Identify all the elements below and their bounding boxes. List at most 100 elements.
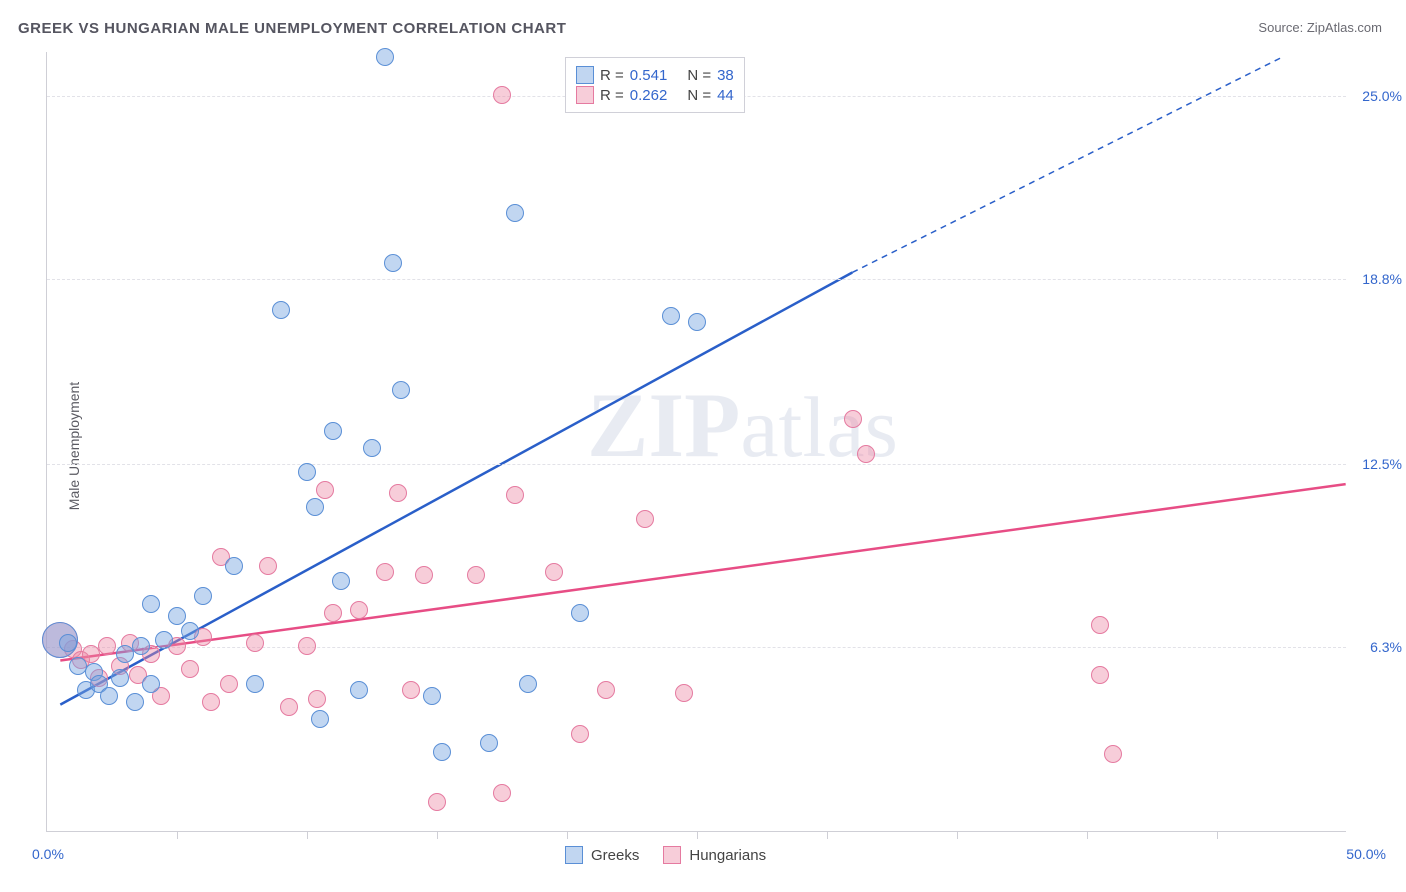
legend-item: Greeks	[565, 846, 639, 864]
scatter-plot-area: ZIPatlas 6.3%12.5%18.8%25.0%	[46, 52, 1346, 832]
hungarian-point	[181, 660, 199, 678]
legend-swatch	[576, 66, 594, 84]
hungarian-point	[280, 698, 298, 716]
r-label: R =	[600, 87, 624, 104]
greek-point	[181, 622, 199, 640]
series-legend: Greeks Hungarians	[565, 846, 766, 864]
regression-lines-layer	[47, 52, 1346, 831]
hungarian-point	[675, 684, 693, 702]
greek-point	[392, 381, 410, 399]
x-tick	[567, 831, 568, 839]
greek-point	[155, 631, 173, 649]
greek-point	[225, 557, 243, 575]
hungarian-point	[246, 634, 264, 652]
greek-point	[194, 587, 212, 605]
x-tick	[697, 831, 698, 839]
greek-point	[519, 675, 537, 693]
x-axis-max-label: 50.0%	[1346, 846, 1386, 862]
hungarian-point	[415, 566, 433, 584]
hungarian-point	[857, 445, 875, 463]
greek-point	[571, 604, 589, 622]
hungarian-point	[259, 557, 277, 575]
gridline	[47, 464, 1346, 465]
greek-point	[142, 675, 160, 693]
n-value: 38	[717, 67, 734, 84]
hungarian-point	[350, 601, 368, 619]
hungarian-point	[308, 690, 326, 708]
regression-line	[852, 58, 1280, 273]
y-tick-label: 6.3%	[1370, 639, 1402, 655]
hungarian-point	[506, 486, 524, 504]
x-tick	[1087, 831, 1088, 839]
hungarian-point	[467, 566, 485, 584]
greek-point	[126, 693, 144, 711]
n-label: N =	[687, 67, 711, 84]
n-label: N =	[687, 87, 711, 104]
series-name: Greeks	[591, 847, 639, 864]
greek-point	[168, 607, 186, 625]
hungarian-point	[202, 693, 220, 711]
greek-point	[423, 687, 441, 705]
legend-swatch	[565, 846, 583, 864]
greek-point	[298, 463, 316, 481]
gridline	[47, 279, 1346, 280]
hungarian-point	[571, 725, 589, 743]
hungarian-point	[1091, 666, 1109, 684]
legend-row: R = 0.262 N = 44	[576, 86, 734, 104]
legend-item: Hungarians	[663, 846, 766, 864]
greek-point	[59, 634, 77, 652]
greek-point	[506, 204, 524, 222]
greek-point	[433, 743, 451, 761]
hungarian-point	[1091, 616, 1109, 634]
greek-point	[332, 572, 350, 590]
source-attribution: Source: ZipAtlas.com	[1258, 20, 1382, 35]
hungarian-point	[324, 604, 342, 622]
hungarian-point	[298, 637, 316, 655]
greek-point	[350, 681, 368, 699]
r-value: 0.262	[630, 87, 668, 104]
x-tick	[957, 831, 958, 839]
hungarian-point	[389, 484, 407, 502]
hungarian-point	[844, 410, 862, 428]
source-text: ZipAtlas.com	[1307, 20, 1382, 35]
hungarian-point	[98, 637, 116, 655]
series-name: Hungarians	[689, 847, 766, 864]
y-tick-label: 18.8%	[1362, 271, 1402, 287]
greek-point	[306, 498, 324, 516]
x-tick	[307, 831, 308, 839]
hungarian-point	[493, 86, 511, 104]
hungarian-point	[316, 481, 334, 499]
gridline	[47, 647, 1346, 648]
x-tick	[1217, 831, 1218, 839]
legend-row: R = 0.541 N = 38	[576, 66, 734, 84]
hungarian-point	[402, 681, 420, 699]
y-tick-label: 12.5%	[1362, 456, 1402, 472]
legend-swatch	[663, 846, 681, 864]
greek-point	[132, 637, 150, 655]
greek-point	[246, 675, 264, 693]
hungarian-point	[545, 563, 563, 581]
greek-point	[384, 254, 402, 272]
hungarian-point	[493, 784, 511, 802]
greek-point	[376, 48, 394, 66]
greek-point	[142, 595, 160, 613]
x-tick	[177, 831, 178, 839]
x-axis-min-label: 0.0%	[32, 846, 64, 862]
correlation-legend: R = 0.541 N = 38 R = 0.262 N = 44	[565, 57, 745, 113]
greek-point	[688, 313, 706, 331]
chart-title: GREEK VS HUNGARIAN MALE UNEMPLOYMENT COR…	[18, 20, 566, 37]
greek-point	[480, 734, 498, 752]
r-label: R =	[600, 67, 624, 84]
hungarian-point	[376, 563, 394, 581]
greek-point	[662, 307, 680, 325]
greek-point	[324, 422, 342, 440]
legend-swatch	[576, 86, 594, 104]
greek-point	[311, 710, 329, 728]
x-tick	[827, 831, 828, 839]
y-tick-label: 25.0%	[1362, 88, 1402, 104]
x-tick	[437, 831, 438, 839]
hungarian-point	[220, 675, 238, 693]
r-value: 0.541	[630, 67, 668, 84]
n-value: 44	[717, 87, 734, 104]
greek-point	[100, 687, 118, 705]
